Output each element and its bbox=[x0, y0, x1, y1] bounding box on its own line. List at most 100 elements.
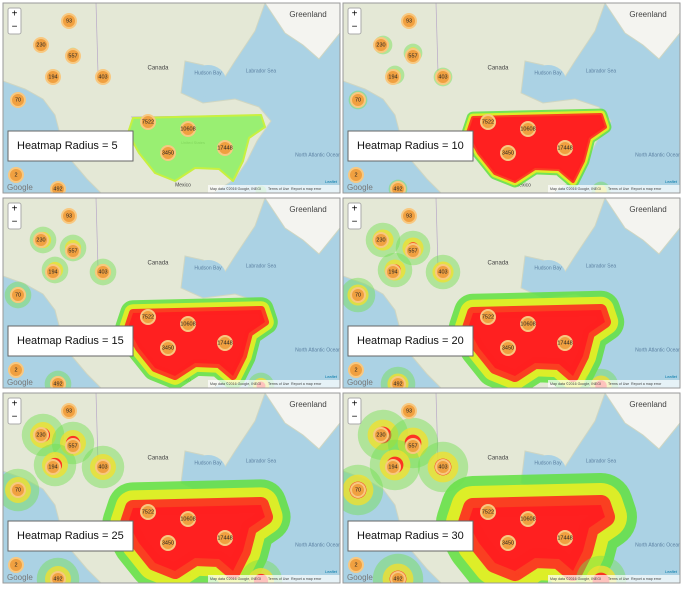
cluster[interactable] bbox=[401, 403, 417, 419]
cluster[interactable] bbox=[65, 48, 81, 64]
cluster[interactable] bbox=[10, 287, 26, 303]
cluster[interactable] bbox=[8, 362, 24, 378]
cluster[interactable] bbox=[50, 376, 66, 391]
cluster[interactable] bbox=[373, 232, 389, 248]
cluster[interactable] bbox=[217, 140, 233, 156]
report[interactable]: Report a map error bbox=[631, 187, 662, 191]
report[interactable]: Report a map error bbox=[291, 577, 322, 581]
cluster[interactable] bbox=[140, 114, 156, 130]
zoom-out[interactable]: − bbox=[352, 412, 358, 423]
cluster[interactable] bbox=[405, 243, 421, 259]
cluster[interactable] bbox=[500, 535, 516, 551]
cluster[interactable] bbox=[435, 264, 451, 280]
zoom-out[interactable]: − bbox=[12, 412, 18, 423]
cluster[interactable] bbox=[348, 362, 364, 378]
cluster[interactable] bbox=[373, 37, 389, 53]
zoom-in[interactable]: + bbox=[352, 9, 358, 20]
cluster[interactable] bbox=[557, 335, 573, 351]
cluster[interactable] bbox=[8, 167, 24, 183]
zoom-out[interactable]: − bbox=[12, 217, 18, 228]
terms[interactable]: Terms of Use bbox=[608, 577, 629, 581]
cluster[interactable] bbox=[348, 167, 364, 183]
zoom-in[interactable]: + bbox=[12, 399, 18, 410]
cluster[interactable] bbox=[373, 427, 389, 443]
cluster[interactable] bbox=[350, 92, 366, 108]
cluster[interactable] bbox=[217, 530, 233, 546]
cluster[interactable] bbox=[61, 208, 77, 224]
cluster[interactable] bbox=[95, 459, 111, 475]
cluster[interactable] bbox=[160, 145, 176, 161]
cluster[interactable] bbox=[405, 438, 421, 454]
cluster[interactable] bbox=[140, 309, 156, 325]
cluster[interactable] bbox=[390, 181, 406, 196]
cluster[interactable] bbox=[480, 309, 496, 325]
cluster[interactable] bbox=[435, 459, 451, 475]
cluster[interactable] bbox=[350, 287, 366, 303]
cluster[interactable] bbox=[45, 459, 61, 475]
cluster[interactable] bbox=[390, 376, 406, 391]
leaflet[interactable]: Leaflet bbox=[665, 374, 678, 379]
cluster[interactable] bbox=[140, 504, 156, 520]
zoom-out[interactable]: − bbox=[12, 22, 18, 33]
cluster[interactable] bbox=[350, 482, 366, 498]
report[interactable]: Report a map error bbox=[631, 382, 662, 386]
zoom-in[interactable]: + bbox=[12, 204, 18, 215]
report[interactable]: Report a map error bbox=[631, 577, 662, 581]
cluster[interactable] bbox=[33, 427, 49, 443]
cluster[interactable] bbox=[405, 48, 421, 64]
cluster[interactable] bbox=[180, 316, 196, 332]
report[interactable]: Report a map error bbox=[291, 187, 322, 191]
cluster[interactable] bbox=[217, 335, 233, 351]
cluster[interactable] bbox=[10, 482, 26, 498]
terms[interactable]: Terms of Use bbox=[608, 382, 629, 386]
leaflet[interactable]: Leaflet bbox=[325, 569, 338, 574]
zoom-in[interactable]: + bbox=[352, 399, 358, 410]
cluster[interactable] bbox=[500, 145, 516, 161]
cluster[interactable] bbox=[401, 13, 417, 29]
terms[interactable]: Terms of Use bbox=[608, 187, 629, 191]
terms[interactable]: Terms of Use bbox=[268, 187, 289, 191]
cluster[interactable] bbox=[33, 37, 49, 53]
cluster[interactable] bbox=[65, 243, 81, 259]
cluster[interactable] bbox=[65, 438, 81, 454]
cluster[interactable] bbox=[160, 535, 176, 551]
cluster[interactable] bbox=[50, 571, 66, 586]
cluster[interactable] bbox=[520, 316, 536, 332]
zoom-out[interactable]: − bbox=[352, 217, 358, 228]
zoom-in[interactable]: + bbox=[352, 204, 358, 215]
zoom-out[interactable]: − bbox=[352, 22, 358, 33]
cluster[interactable] bbox=[480, 504, 496, 520]
cluster[interactable] bbox=[33, 232, 49, 248]
terms[interactable]: Terms of Use bbox=[268, 382, 289, 386]
cluster[interactable] bbox=[557, 140, 573, 156]
cluster[interactable] bbox=[348, 557, 364, 573]
leaflet[interactable]: Leaflet bbox=[665, 179, 678, 184]
terms[interactable]: Terms of Use bbox=[268, 577, 289, 581]
cluster[interactable] bbox=[180, 121, 196, 137]
cluster[interactable] bbox=[480, 114, 496, 130]
cluster[interactable] bbox=[50, 181, 66, 196]
leaflet[interactable]: Leaflet bbox=[325, 179, 338, 184]
cluster[interactable] bbox=[385, 69, 401, 85]
cluster[interactable] bbox=[557, 530, 573, 546]
cluster[interactable] bbox=[500, 340, 516, 356]
cluster[interactable] bbox=[61, 13, 77, 29]
cluster[interactable] bbox=[180, 511, 196, 527]
cluster[interactable] bbox=[10, 92, 26, 108]
cluster[interactable] bbox=[390, 571, 406, 586]
leaflet[interactable]: Leaflet bbox=[325, 374, 338, 379]
cluster[interactable] bbox=[435, 69, 451, 85]
cluster[interactable] bbox=[8, 557, 24, 573]
cluster[interactable] bbox=[520, 511, 536, 527]
report[interactable]: Report a map error bbox=[291, 382, 322, 386]
cluster[interactable] bbox=[95, 264, 111, 280]
cluster[interactable] bbox=[45, 264, 61, 280]
cluster[interactable] bbox=[520, 121, 536, 137]
cluster[interactable] bbox=[385, 459, 401, 475]
zoom-in[interactable]: + bbox=[12, 9, 18, 20]
cluster[interactable] bbox=[61, 403, 77, 419]
cluster[interactable] bbox=[160, 340, 176, 356]
cluster[interactable] bbox=[95, 69, 111, 85]
leaflet[interactable]: Leaflet bbox=[665, 569, 678, 574]
cluster[interactable] bbox=[401, 208, 417, 224]
